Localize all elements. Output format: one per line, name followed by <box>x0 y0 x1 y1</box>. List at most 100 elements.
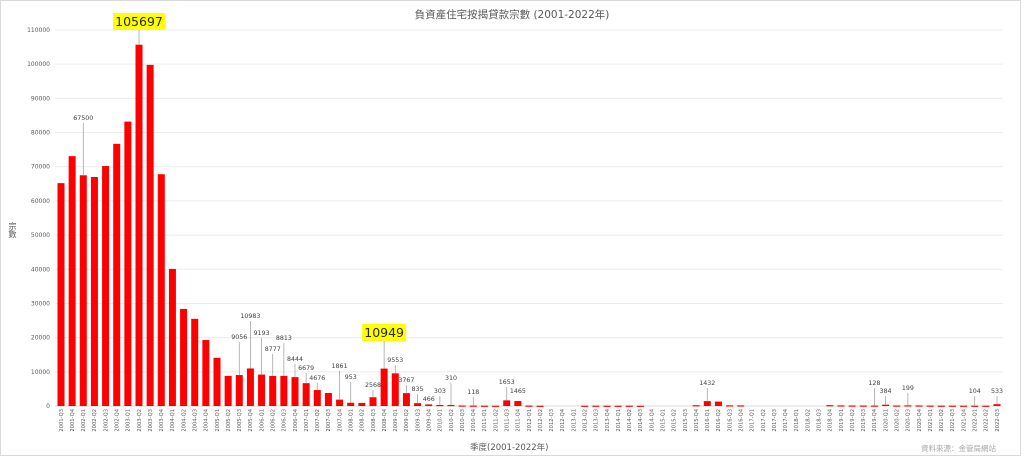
data-label: 10983 <box>240 313 260 320</box>
bar <box>336 399 344 406</box>
bar <box>837 405 845 407</box>
x-tick-label: 2014-Q2 <box>627 409 633 432</box>
x-tick-label: 2009-Q2 <box>404 409 410 432</box>
x-tick-label: 2021-Q4 <box>961 408 967 431</box>
x-tick-label: 2013-Q1 <box>571 409 577 432</box>
bar <box>993 404 1001 406</box>
x-tick-label: 2010-Q2 <box>449 409 455 432</box>
x-tick-label: 2011-Q4 <box>516 408 522 431</box>
bar <box>737 405 745 407</box>
source-note: 資料來源：金管局網站 <box>921 444 996 453</box>
x-tick-label: 2008-Q3 <box>371 409 377 432</box>
bar <box>714 401 722 406</box>
data-label: 1432 <box>699 380 715 387</box>
bar <box>124 121 132 406</box>
data-label: 104 <box>969 388 981 395</box>
data-label: 128 <box>868 380 880 387</box>
highlight-label: 105697 <box>115 14 163 29</box>
data-label: 533 <box>991 388 1003 395</box>
x-tick-label: 2020-Q2 <box>895 409 901 432</box>
y-axis-label: 宗數 <box>8 222 17 238</box>
bar <box>859 405 867 407</box>
bar <box>347 402 355 406</box>
bar <box>848 405 856 407</box>
x-tick-label: 2020-Q3 <box>906 409 912 432</box>
x-tick-label: 2022-Q1 <box>973 409 979 432</box>
x-tick-label: 2011-Q1 <box>482 409 488 432</box>
bar <box>926 405 934 407</box>
x-tick-label: 2015-Q2 <box>672 409 678 432</box>
bar <box>982 405 990 407</box>
bar <box>514 400 522 406</box>
x-tick-label: 2018-Q1 <box>794 409 800 432</box>
bar <box>391 373 399 406</box>
y-tick-label: 30000 <box>31 300 50 307</box>
bar <box>581 405 589 407</box>
x-tick-label: 2017-Q4 <box>783 408 789 431</box>
bar <box>414 403 422 406</box>
x-tick-label: 2019-Q1 <box>839 409 845 432</box>
data-label: 9056 <box>231 334 247 341</box>
bar <box>246 368 254 406</box>
bar <box>703 401 711 406</box>
bar <box>202 340 210 406</box>
bar <box>358 402 366 406</box>
x-tick-label: 2001-Q4 <box>70 408 76 431</box>
x-tick-label: 2013-Q4 <box>605 408 611 431</box>
x-tick-label: 2010-Q1 <box>438 409 444 432</box>
bar <box>525 405 533 407</box>
x-tick-label: 2005-Q1 <box>215 409 221 432</box>
x-tick-label: 2002-Q3 <box>103 409 109 432</box>
data-label: 303 <box>434 388 446 395</box>
x-tick-label: 2009-Q1 <box>393 409 399 432</box>
x-tick-label: 2005-Q4 <box>248 408 254 431</box>
bar <box>191 318 199 406</box>
bar <box>692 405 700 407</box>
x-tick-label: 2002-Q2 <box>92 409 98 432</box>
x-tick-label: 2004-Q4 <box>204 408 210 431</box>
bar <box>726 405 734 407</box>
x-tick-label: 2009-Q3 <box>415 409 421 432</box>
x-tick-label: 2014-Q3 <box>638 409 644 432</box>
data-label: 953 <box>345 374 357 381</box>
x-tick-label: 2003-Q2 <box>137 409 143 432</box>
y-tick-label: 90000 <box>31 95 50 102</box>
x-tick-label: 2014-Q4 <box>649 408 655 431</box>
x-tick-label: 2003-Q3 <box>148 409 154 432</box>
x-tick-label: 2016-Q3 <box>727 409 733 432</box>
bar <box>135 44 143 406</box>
x-tick-label: 2004-Q3 <box>193 409 199 432</box>
bar <box>402 393 410 406</box>
y-tick-label: 80000 <box>31 130 50 137</box>
x-tick-label: 2010-Q4 <box>471 408 477 431</box>
bar <box>592 405 600 407</box>
bar <box>937 405 945 407</box>
bar <box>168 268 176 406</box>
x-tick-label: 2019-Q4 <box>872 408 878 431</box>
bar <box>614 405 622 407</box>
data-label: 835 <box>412 386 424 393</box>
bar <box>102 166 110 406</box>
x-tick-label: 2016-Q2 <box>716 409 722 432</box>
x-tick-label: 2021-Q2 <box>939 409 945 432</box>
bar <box>503 400 511 406</box>
x-tick-label: 2006-Q4 <box>293 408 299 431</box>
bar <box>536 405 544 407</box>
data-label: 384 <box>880 388 892 395</box>
x-tick-label: 2018-Q3 <box>817 409 823 432</box>
x-tick-label: 2015-Q1 <box>661 409 667 432</box>
data-label: 8813 <box>276 335 292 342</box>
data-label: 3767 <box>398 377 414 384</box>
x-tick-label: 2005-Q3 <box>237 409 243 432</box>
x-tick-label: 2019-Q2 <box>850 409 856 432</box>
bar <box>469 405 477 407</box>
x-tick-label: 2007-Q2 <box>315 409 321 432</box>
x-tick-label: 2022-Q3 <box>995 409 1001 432</box>
x-tick-label: 2012-Q2 <box>538 409 544 432</box>
y-tick-label: 110000 <box>27 27 50 34</box>
x-tick-label: 2015-Q4 <box>694 408 700 431</box>
bar <box>224 375 232 406</box>
bar <box>324 393 332 406</box>
bar <box>313 390 321 406</box>
data-label: 310 <box>445 375 457 382</box>
